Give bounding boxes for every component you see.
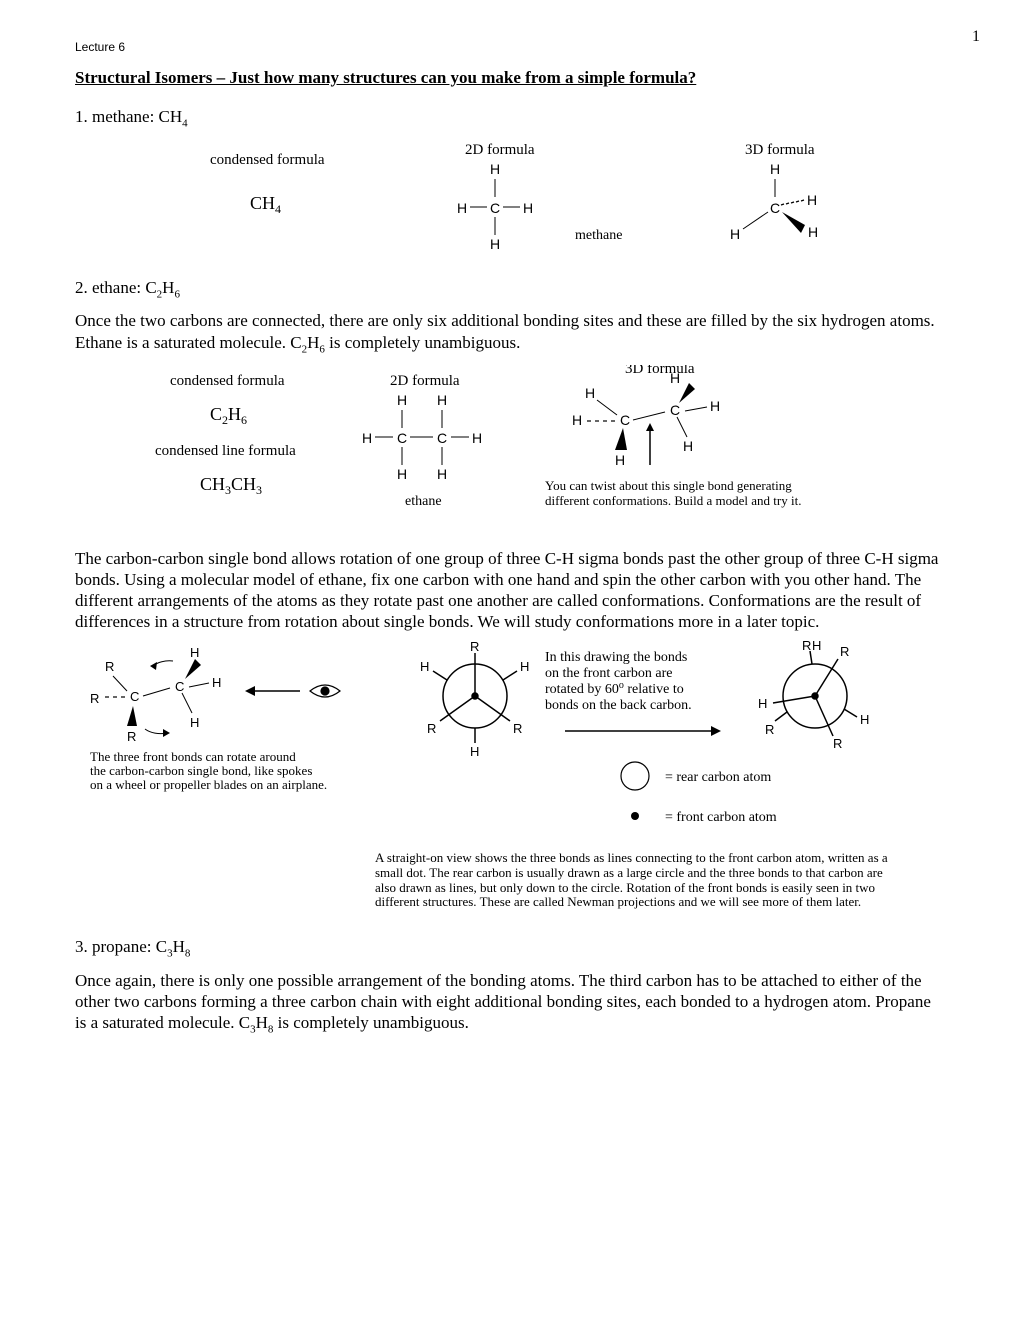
item2-heading: 2. ethane: C2H6 <box>75 277 945 302</box>
item2-para: Once the two carbons are connected, ther… <box>75 310 945 356</box>
svg-text:H: H <box>615 452 625 468</box>
item3-mid: H <box>173 937 185 956</box>
svg-text:H: H <box>730 226 740 242</box>
svg-text:H: H <box>808 224 818 240</box>
svg-text:H: H <box>457 200 467 216</box>
svg-text:H: H <box>523 200 533 216</box>
svg-text:C: C <box>437 430 447 446</box>
ethane-figure: condensed formula 2D formula 3D formula … <box>75 365 945 540</box>
svg-text:R: R <box>127 729 136 744</box>
svg-text:H: H <box>683 438 693 454</box>
svg-text:H: H <box>770 161 780 177</box>
newman-caption-right: In this drawing the bonds on the front c… <box>545 650 692 713</box>
svg-text:R: R <box>802 641 811 653</box>
svg-text:C: C <box>397 430 407 446</box>
svg-text:R: R <box>765 722 774 737</box>
item1-heading-text: 1. methane: CH <box>75 107 182 126</box>
col-label-condensed: condensed formula <box>210 152 325 168</box>
col-label-2d: 2D formula <box>465 142 535 158</box>
svg-text:H: H <box>362 430 372 446</box>
svg-text:R: R <box>833 736 842 751</box>
svg-text:R: R <box>105 659 114 674</box>
methane-figure: condensed formula 2D formula 3D formula … <box>75 139 945 269</box>
svg-text:C: C <box>490 200 500 216</box>
svg-text:H: H <box>758 696 767 711</box>
ethane-col-2d: 2D formula <box>390 373 460 389</box>
item3-para: Once again, there is only one possible a… <box>75 970 945 1038</box>
svg-text:H: H <box>807 192 817 208</box>
svg-text:H: H <box>470 744 479 759</box>
page-number: 1 <box>972 28 980 46</box>
svg-text:H: H <box>437 392 447 408</box>
item2-para-end: is completely unambiguous. <box>325 333 520 352</box>
svg-text:R: R <box>513 721 522 736</box>
svg-text:C: C <box>130 689 139 704</box>
ethane-condensed: C2H6 <box>210 404 247 427</box>
svg-text:H: H <box>212 675 221 690</box>
svg-text:H: H <box>420 659 429 674</box>
newman-figure: C C R R R H H H <box>75 641 945 851</box>
item3-para-mid: H <box>256 1013 268 1032</box>
svg-text:H: H <box>520 659 529 674</box>
ethane-col-condensed: condensed formula <box>170 373 285 389</box>
svg-text:C: C <box>620 412 630 428</box>
svg-text:H: H <box>812 641 821 653</box>
item1-heading-sub: 4 <box>182 117 188 129</box>
item2-heading-text: 2. ethane: C <box>75 278 157 297</box>
methane-condensed: CH4 <box>250 193 281 216</box>
item3-heading: 3. propane: C3H8 <box>75 936 945 961</box>
conformations-para: The carbon-carbon single bond allows rot… <box>75 548 945 633</box>
svg-text:C: C <box>770 200 780 216</box>
svg-text:H: H <box>572 412 582 428</box>
item2-mid: H <box>162 278 174 297</box>
item3-heading-text: 3. propane: C <box>75 937 167 956</box>
col-label-3d: 3D formula <box>745 142 815 158</box>
newman-bottom-para: A straight-on view shows the three bonds… <box>375 851 905 911</box>
item3-sub2: 8 <box>185 948 191 960</box>
svg-text:C: C <box>175 679 184 694</box>
item2-sub2: 6 <box>174 289 180 301</box>
svg-text:H: H <box>397 466 407 482</box>
svg-text:R: R <box>840 644 849 659</box>
svg-text:H: H <box>437 466 447 482</box>
item1-heading: 1. methane: CH4 <box>75 106 945 131</box>
svg-text:H: H <box>397 392 407 408</box>
svg-text:H: H <box>190 715 199 730</box>
front-label: = front carbon atom <box>665 810 777 825</box>
svg-text:H: H <box>490 161 500 177</box>
item3-para-text: Once again, there is only one possible a… <box>75 971 931 1033</box>
item3-para-end: is completely unambiguous. <box>273 1013 468 1032</box>
ethane-line-label: condensed line formula <box>155 443 296 459</box>
svg-text:H: H <box>585 385 595 401</box>
page-content: 1 Lecture 6 Structural Isomers – Just ho… <box>0 0 1020 1085</box>
methane-name: methane <box>575 228 622 243</box>
ethane-line-formula: CH3CH3 <box>200 474 262 497</box>
svg-text:R: R <box>470 641 479 654</box>
svg-text:H: H <box>490 236 500 252</box>
newman-caption-left: The three front bonds can rotate around … <box>90 749 327 792</box>
svg-text:H: H <box>860 712 869 727</box>
item2-para-mid: H <box>307 333 319 352</box>
svg-text:H: H <box>710 398 720 414</box>
svg-text:H: H <box>670 370 680 386</box>
page-title: Structural Isomers – Just how many struc… <box>75 68 945 88</box>
lecture-header: Lecture 6 <box>75 40 945 54</box>
svg-text:C: C <box>670 402 680 418</box>
svg-text:H: H <box>190 645 199 660</box>
ethane-col-3d: 3D formula <box>625 365 695 377</box>
svg-text:H: H <box>472 430 482 446</box>
ethane-twist-note: You can twist about this single bond gen… <box>545 478 801 508</box>
ethane-name: ethane <box>405 494 442 509</box>
svg-text:R: R <box>90 691 99 706</box>
rear-label: = rear carbon atom <box>665 770 771 785</box>
svg-text:R: R <box>427 721 436 736</box>
